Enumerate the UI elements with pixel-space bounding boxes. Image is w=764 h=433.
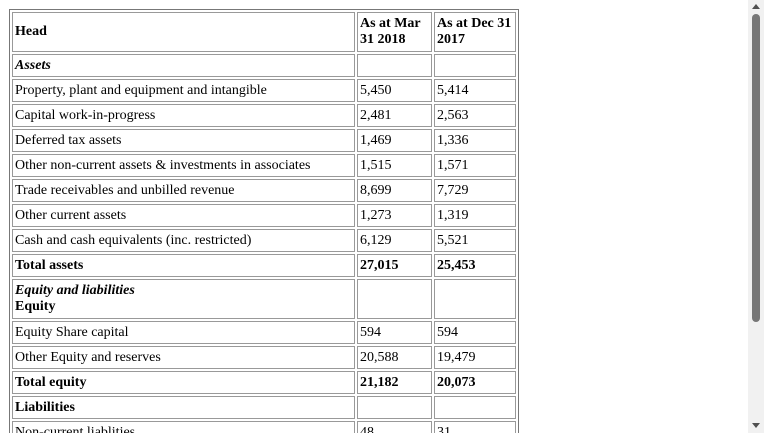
row: Assets: [12, 54, 516, 77]
header-row: Head As at Mar 31 2018 As at Dec 31 2017: [12, 12, 516, 52]
cell: Other non-current assets & investments i…: [12, 154, 355, 177]
section-title: Equity and liabilities: [15, 283, 135, 298]
row: Equity Share capital 594 594: [12, 321, 516, 344]
cell: 1,571: [434, 154, 516, 177]
row: Liabilities: [12, 396, 516, 419]
cell: 6,129: [357, 229, 432, 252]
row: Capital work-in-progress 2,481 2,563: [12, 104, 516, 127]
row: Property, plant and equipment and intang…: [12, 79, 516, 102]
section-cell: Liabilities: [12, 396, 355, 419]
cell: Capital work-in-progress: [12, 104, 355, 127]
row: Deferred tax assets 1,469 1,336: [12, 129, 516, 152]
cell: 31: [434, 421, 516, 433]
cell: [434, 54, 516, 77]
header-cell: As at Mar 31 2018: [357, 12, 432, 52]
row: Non-current liablities 48 31: [12, 421, 516, 433]
header-cell: As at Dec 31 2017: [434, 12, 516, 52]
cell: 27,015: [357, 254, 432, 277]
cell: Non-current liablities: [12, 421, 355, 433]
cell: 20,073: [434, 371, 516, 394]
scroll-arrows: [752, 4, 760, 428]
cell: Total equity: [12, 371, 355, 394]
cell: [357, 279, 432, 319]
balance-table: Head As at Mar 31 2018 As at Dec 31 2017…: [9, 9, 519, 433]
cell: 8,699: [357, 179, 432, 202]
cell: 7,729: [434, 179, 516, 202]
cell: 2,481: [357, 104, 432, 127]
cell: Other Equity and reserves: [12, 346, 355, 369]
scroll-thumb[interactable]: [752, 14, 760, 322]
header-cell: Head: [12, 12, 355, 52]
section-cell: Assets: [12, 54, 355, 77]
cell: 1,319: [434, 204, 516, 227]
cell: 1,336: [434, 129, 516, 152]
row: Equity and liabilities Equity: [12, 279, 516, 319]
cell: 19,479: [434, 346, 516, 369]
cell: Other current assets: [12, 204, 355, 227]
cell: 2,563: [434, 104, 516, 127]
cell: Deferred tax assets: [12, 129, 355, 152]
scrollbar[interactable]: [748, 0, 764, 433]
cell: Property, plant and equipment and intang…: [12, 79, 355, 102]
cell: [357, 54, 432, 77]
cell: 5,521: [434, 229, 516, 252]
cell: 1,515: [357, 154, 432, 177]
cell: [357, 396, 432, 419]
cell: 5,414: [434, 79, 516, 102]
total-row: Total equity 21,182 20,073: [12, 371, 516, 394]
cell: Equity Share capital: [12, 321, 355, 344]
row: Other Equity and reserves 20,588 19,479: [12, 346, 516, 369]
row: Other current assets 1,273 1,319: [12, 204, 516, 227]
cell: [434, 279, 516, 319]
scroll-up[interactable]: [752, 4, 760, 9]
cell: 594: [434, 321, 516, 344]
scroll-down[interactable]: [752, 423, 760, 428]
cell: 1,273: [357, 204, 432, 227]
cell: 20,588: [357, 346, 432, 369]
row: Cash and cash equivalents (inc. restrict…: [12, 229, 516, 252]
cell: 21,182: [357, 371, 432, 394]
cell: 5,450: [357, 79, 432, 102]
cell: 1,469: [357, 129, 432, 152]
cell: [434, 396, 516, 419]
row: Trade receivables and unbilled revenue 8,…: [12, 179, 516, 202]
subsection-title: Equity: [15, 299, 56, 314]
cell: Trade receivables and unbilled revenue: [12, 179, 355, 202]
cell: 25,453: [434, 254, 516, 277]
cell: 48: [357, 421, 432, 433]
cell: Total assets: [12, 254, 355, 277]
cell: 594: [357, 321, 432, 344]
section-cell: Equity and liabilities Equity: [12, 279, 355, 319]
row: Other non-current assets & investments i…: [12, 154, 516, 177]
total-row: Total assets 27,015 25,453: [12, 254, 516, 277]
cell: Cash and cash equivalents (inc. restrict…: [12, 229, 355, 252]
